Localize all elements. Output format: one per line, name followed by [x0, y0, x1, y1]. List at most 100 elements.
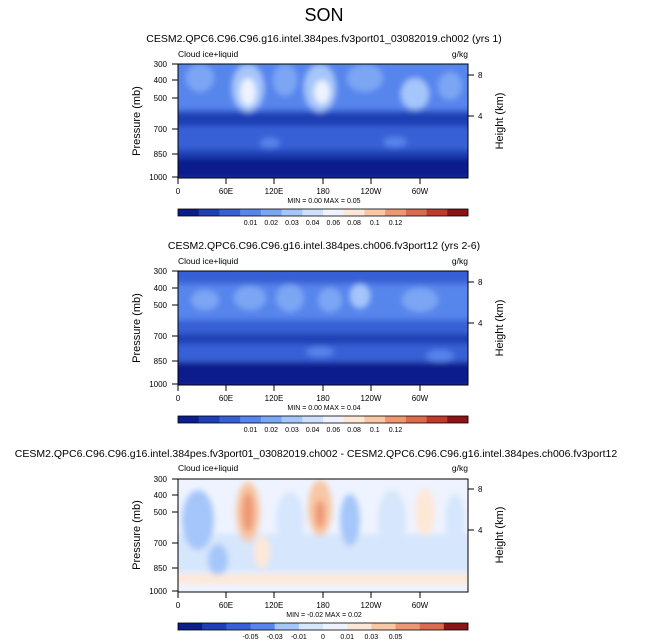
- panel-1-ytick-500: 500: [154, 94, 168, 103]
- panel-2-left-axis: 300 400 500 700 850 1000 Pressure (mb): [131, 267, 178, 389]
- panel-3-ytick-400: 400: [154, 491, 168, 500]
- panel-3-xtick-60w: 60W: [412, 601, 429, 610]
- panel-1-blob-f: [401, 78, 429, 110]
- colorbar-3-label-2: -0.01: [291, 634, 307, 641]
- colorbar-2-label-2: 0.03: [285, 427, 299, 434]
- panel-1-blob-i: [383, 137, 407, 147]
- panel-3-neg-f: [445, 494, 465, 546]
- colorbar-1-swatch-13: [447, 209, 469, 216]
- panel-2-title: CESM2.QPC6.C96.C96.g16.intel.384pes.ch00…: [168, 240, 480, 252]
- colorbar-3-label-5: 0.03: [365, 634, 379, 641]
- panel-3-ytick-1000: 1000: [149, 587, 167, 596]
- colorbar-1-label-0: 0.01: [244, 220, 258, 227]
- colorbar-2-label-5: 0.08: [347, 427, 361, 434]
- panel-2-ytick-right-4: 4: [478, 319, 483, 328]
- panel-3-title: CESM2.QPC6.C96.C96.g16.intel.384pes.fv3p…: [15, 448, 618, 460]
- panel-3-ylabel: Pressure (mb): [131, 500, 143, 570]
- colorbar-1-frame: [177, 208, 469, 217]
- colorbar-2-swatch-4: [260, 416, 282, 423]
- panel-2-xtick-0: 0: [176, 394, 181, 403]
- colorbar-3-swatch-0: [178, 623, 203, 630]
- panel-3-variable-label: Cloud ice+liquid: [178, 463, 239, 473]
- colorbar-2-frame: [177, 415, 469, 424]
- colorbar-3-swatch-1: [202, 623, 227, 630]
- panel-1-ytick-right-8: 8: [478, 71, 483, 80]
- colorbar-2-swatch-10: [385, 416, 407, 423]
- panel-2-band-mid: [178, 322, 468, 334]
- panel-2-blob-e: [350, 284, 370, 308]
- panel-2-band-upper: [178, 271, 468, 284]
- panel-3-ytick-700: 700: [154, 539, 168, 548]
- panel-2-ylabel-right: Height (km): [494, 300, 506, 357]
- panel-1-xtick-0: 0: [176, 187, 181, 196]
- panel-2-xtick-120e: 120E: [265, 394, 284, 403]
- panel-3-pos-b-core: [315, 500, 325, 528]
- panel-1-ylabel-right: Height (km): [494, 93, 506, 150]
- colorbar-2-label-6: 0.1: [370, 427, 380, 434]
- panel-2-band-sfc: [178, 362, 468, 385]
- panel-2-units-label: g/kg: [452, 256, 468, 266]
- panel-3-neg-a: [182, 490, 214, 550]
- panel-1-ytick-1000: 1000: [149, 173, 167, 182]
- panel-1-blob-b-core: [240, 78, 256, 106]
- panel-3-xtick-0: 0: [176, 601, 181, 610]
- colorbar-1-swatch-11: [405, 209, 427, 216]
- panel-2-blob-h: [426, 350, 454, 362]
- colorbar-2-swatch-5: [281, 416, 303, 423]
- panel-2-blob-c: [276, 284, 304, 312]
- colorbar-3-swatch-7: [347, 623, 372, 630]
- colorbar-1-label-3: 0.04: [306, 220, 320, 227]
- panel-3-ytick-right-4: 4: [478, 526, 483, 535]
- panel-2-minmax: MIN = 0.00 MAX = 0.04: [287, 405, 360, 412]
- panel-3-bottom-axis: 0 60E 120E 180 120W 60W MIN = -0.02 MAX …: [176, 592, 429, 619]
- colorbar-2-label-7: 0.12: [389, 427, 403, 434]
- panel-2-ytick-right-8: 8: [478, 278, 483, 287]
- panel-1-blob-e: [347, 64, 383, 92]
- colorbar-3-swatch-5: [298, 623, 324, 630]
- colorbar-3-label-4: 0.01: [340, 634, 354, 641]
- panel-3-colorbar: -0.05 -0.03 -0.01 0 0.01 0.03 0.05: [177, 622, 469, 641]
- colorbar-1-label-1: 0.02: [264, 220, 278, 227]
- panel-1-band-mid-dark: [178, 112, 468, 126]
- panel-3-right-axis: 8 4 Height (km): [468, 485, 506, 563]
- colorbar-3-label-3: 0: [321, 634, 325, 641]
- colorbar-2-label-0: 0.01: [244, 427, 258, 434]
- figure-title: SON: [304, 5, 343, 25]
- colorbar-1-label-5: 0.08: [347, 220, 361, 227]
- colorbar-1-swatch-12: [426, 209, 448, 216]
- panel-1-band-low: [178, 150, 468, 158]
- colorbar-1-swatch-10: [385, 209, 407, 216]
- panel-1-blob-g: [438, 72, 462, 100]
- colorbar-2-label-3: 0.04: [306, 427, 320, 434]
- panel-2-ytick-400: 400: [154, 284, 168, 293]
- panel-2-right-axis: 8 4 Height (km): [468, 278, 506, 356]
- colorbar-3-swatch-10: [419, 623, 445, 630]
- panel-3: CESM2.QPC6.C96.C96.g16.intel.384pes.fv3p…: [15, 448, 618, 641]
- panel-1-ytick-right-4: 4: [478, 112, 483, 121]
- colorbar-1-label-2: 0.03: [285, 220, 299, 227]
- panel-3-xtick-120e: 120E: [265, 601, 284, 610]
- panel-2: CESM2.QPC6.C96.C96.g16.intel.384pes.ch00…: [131, 240, 506, 434]
- panel-3-ytick-300: 300: [154, 475, 168, 484]
- panel-3-pos-a-core: [242, 492, 254, 532]
- panel-1-left-axis: 300 400 500 700 850 1000 Pressure (mb): [131, 60, 178, 182]
- panel-3-pos-a-low: [254, 536, 270, 568]
- panel-1-right-axis: 8 4 Height (km): [468, 71, 506, 149]
- colorbar-3-swatch-2: [226, 623, 251, 630]
- panel-3-field: [178, 479, 468, 592]
- colorbar-1-label-7: 0.12: [389, 220, 403, 227]
- panel-2-blob-g: [306, 347, 334, 357]
- colorbar-1-swatch-7: [323, 209, 345, 216]
- colorbar-2-swatch-11: [405, 416, 427, 423]
- panel-3-xtick-120w: 120W: [361, 601, 382, 610]
- panel-3-neg-c: [276, 492, 304, 548]
- panel-1-ytick-700: 700: [154, 125, 168, 134]
- colorbar-1-swatch-3: [240, 209, 262, 216]
- colorbar-1-swatch-5: [281, 209, 303, 216]
- panel-1-xtick-180: 180: [316, 187, 330, 196]
- panel-3-xtick-60e: 60E: [219, 601, 233, 610]
- colorbar-3-swatch-9: [395, 623, 420, 630]
- panel-1-field: [178, 64, 468, 178]
- colorbar-1-swatch-9: [364, 209, 386, 216]
- colorbar-3-frame: [177, 622, 469, 631]
